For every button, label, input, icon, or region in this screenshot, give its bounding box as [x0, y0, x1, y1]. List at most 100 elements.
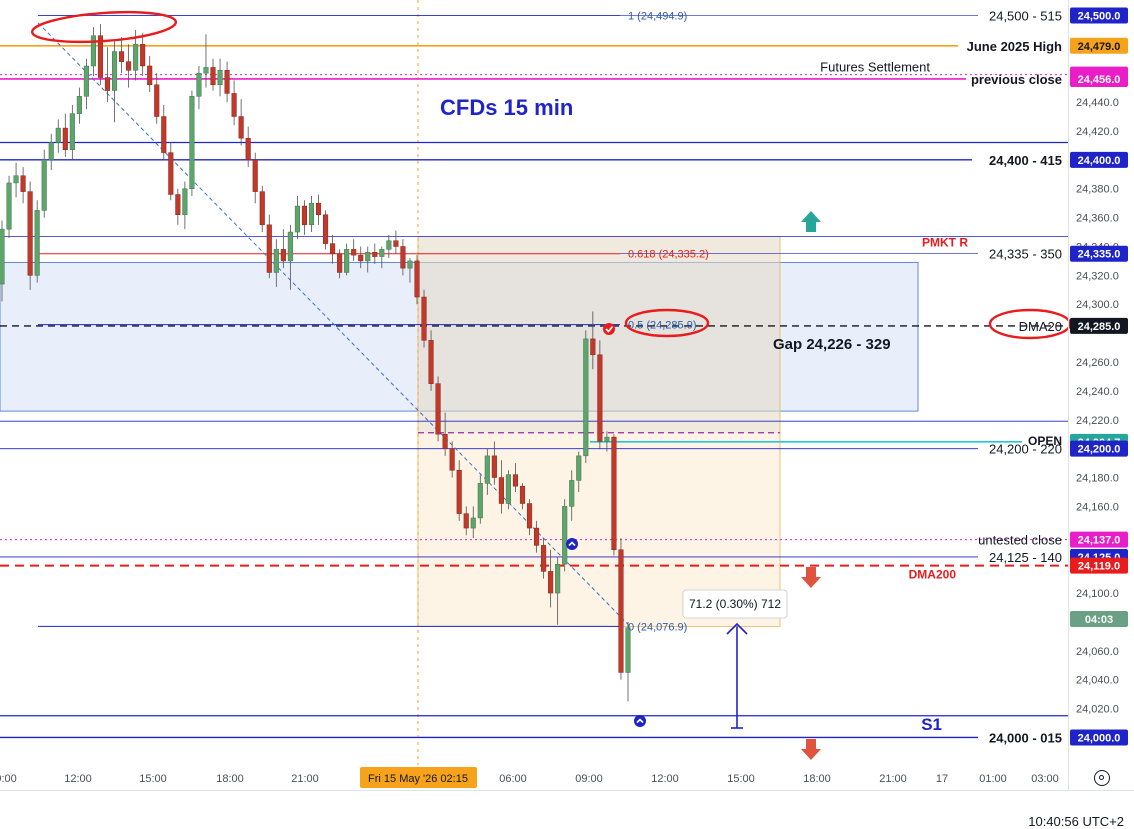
level-24200-label: 24,200 - 220 [989, 442, 1062, 457]
candle-body [0, 228, 5, 285]
price-tick-label: 24,040.0 [1076, 675, 1119, 687]
candle-body [379, 249, 385, 257]
candle-body [203, 67, 209, 74]
candle-body [6, 182, 12, 230]
candle-body [526, 503, 533, 529]
candle-body [344, 249, 350, 273]
candle-body [400, 246, 406, 269]
candle-body [456, 470, 462, 514]
price-tag-label: 24,456.0 [1078, 74, 1121, 86]
up-arrow-icon [801, 211, 821, 232]
candle-body [224, 70, 230, 94]
candle-body [308, 202, 315, 226]
price-tick-label: 24,100.0 [1076, 588, 1119, 600]
candle-body [435, 383, 441, 435]
candle-body [280, 249, 286, 262]
level-24500-label: 24,500 - 515 [989, 8, 1062, 23]
price-tag-label: 24,335.0 [1078, 249, 1121, 261]
pmkt-r-label: PMKT R [922, 235, 968, 249]
price-tag-label: 24,400.0 [1078, 155, 1121, 167]
candle-body [562, 506, 568, 565]
candle-body [62, 127, 68, 150]
candle-body [491, 455, 497, 478]
time-tick-label: 09:00 [575, 773, 603, 785]
gap-label: Gap 24,226 - 329 [773, 336, 891, 353]
dma20-label: DMA20 [1019, 319, 1062, 334]
dma200-label: DMA200 [909, 568, 957, 582]
time-axis[interactable]: 09:00 12:00 15:00 18:00 21:00 06:00 09:00 12:00… [0, 767, 1059, 788]
highlight-ellipse-fib [624, 308, 710, 338]
annotations-layer: 1 (24,494.9) 0.618 (24,335.2) 0.5 (24,285.… [30, 8, 1072, 760]
candle-body [470, 517, 476, 529]
candle-body [351, 249, 357, 256]
price-tag-label: 24,137.0 [1078, 535, 1121, 547]
candle-body [555, 563, 561, 594]
candle-body [161, 116, 167, 153]
price-tick-label: 24,380.0 [1076, 184, 1119, 196]
candle-body [119, 51, 125, 62]
price-tag [1070, 317, 1128, 334]
time-tick-label: 09:00 [0, 773, 17, 785]
level-24000-label: 24,000 - 015 [989, 730, 1062, 745]
price-tick-label: 24,320.0 [1076, 270, 1119, 282]
chart-canvas[interactable]: 1 (24,494.9) 0.618 (24,335.2) 0.5 (24,285.… [0, 0, 1134, 790]
price-tag [1070, 70, 1128, 87]
price-tag [1070, 245, 1128, 262]
candle-body [13, 175, 19, 184]
candle-body [442, 433, 448, 449]
candle-body [449, 448, 455, 471]
price-tag-label: 24,119.0 [1078, 561, 1120, 573]
current-date-tag [360, 767, 477, 788]
candle-body [576, 455, 582, 481]
candle-body [512, 474, 519, 487]
candle-body [534, 527, 540, 546]
price-tag-label: 24,500.0 [1078, 10, 1121, 22]
candle-body [196, 72, 202, 97]
candle-body [597, 354, 603, 442]
down-arrow-icon [801, 567, 821, 588]
level-24400-label: 24,400 - 415 [989, 153, 1062, 168]
candle-body [604, 436, 610, 442]
candle-body [97, 35, 104, 78]
candle-body [337, 253, 343, 273]
clock-readout: 10:40:56 UTC+2 [1028, 814, 1124, 829]
price-axis[interactable]: 24,440.024,420.024,380.024,360.024,340.0… [1070, 7, 1128, 746]
time-tick-label: 12:00 [64, 773, 92, 785]
candle-body [484, 455, 490, 484]
measure-arrow-head [726, 622, 748, 635]
candle-body [301, 205, 307, 226]
time-tick-label: 01:00 [979, 773, 1007, 785]
measure-label-box [682, 589, 788, 619]
fib-05-label: 0.5 (24,285.9) [628, 320, 697, 332]
candle-body [625, 627, 631, 673]
price-tick-label: 24,020.0 [1076, 704, 1119, 716]
candle-body [287, 231, 293, 262]
level-24335-label: 24,335 - 350 [989, 247, 1062, 262]
time-tick-label: 15:00 [727, 773, 755, 785]
candle-body [358, 254, 364, 262]
price-tick-label: 24,360.0 [1076, 213, 1119, 225]
candles-layer [0, 24, 631, 702]
gap-zone [0, 261, 919, 412]
candle-body [133, 44, 139, 71]
price-tag-label: 24,000.0 [1078, 732, 1121, 744]
candle-body [41, 159, 47, 211]
candle-body [590, 338, 596, 356]
price-tag-label: 24,285.0 [1078, 321, 1121, 333]
candle-body [611, 436, 617, 550]
price-tick-label: 24,440.0 [1076, 97, 1119, 109]
up-marker-icon [566, 538, 578, 550]
candle-body [217, 70, 223, 86]
candle-body [414, 260, 420, 298]
untested-close-label: untested close [978, 533, 1062, 548]
candle-body [182, 188, 188, 215]
fib-1-label: 1 (24,494.9) [628, 10, 687, 22]
time-tick-label: 21:00 [879, 773, 907, 785]
candle-body [505, 474, 511, 504]
candle-body [69, 113, 75, 150]
settings-gear-icon[interactable] [1094, 770, 1110, 786]
price-tag [1070, 531, 1128, 548]
candle-body [548, 571, 554, 594]
candle-body [498, 477, 504, 504]
price-tick-label: 24,220.0 [1076, 415, 1119, 427]
